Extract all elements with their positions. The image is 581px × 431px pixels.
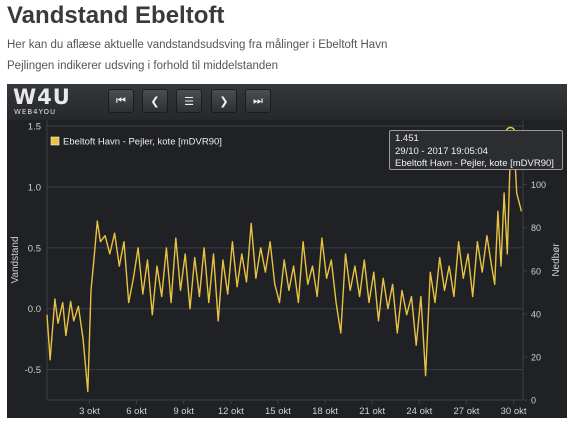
series-line bbox=[46, 131, 523, 393]
table-icon: ☰ bbox=[184, 94, 194, 108]
logo-sub-text: WEB4YOU bbox=[14, 108, 57, 116]
tooltip-value: 1.451 bbox=[395, 133, 419, 144]
legend-swatch bbox=[50, 136, 60, 146]
next-button[interactable]: ❯ bbox=[211, 89, 237, 113]
subtitle-text: Pejlingen indikerer udsving i forhold ti… bbox=[7, 60, 279, 72]
y-tick-label-left: -0.5 bbox=[25, 365, 41, 376]
intro-text: Her kan du aflæse aktuelle vandstandsuds… bbox=[7, 39, 388, 51]
y-tick-label-right: 0 bbox=[531, 396, 536, 406]
x-tick-label: 15 okt bbox=[265, 406, 291, 417]
legend[interactable]: Ebeltoft Havn - Pejler, kote [mDVR90] bbox=[50, 136, 222, 148]
skip-first-icon: ⏮ bbox=[116, 94, 126, 107]
tooltip-series: Ebeltoft Havn - Pejler, kote [mDVR90] bbox=[395, 158, 554, 169]
x-tick-label: 6 okt bbox=[126, 406, 147, 417]
y-tick-label-left: 0.5 bbox=[28, 243, 41, 254]
water-level-chart: 1.51.00.50.0-0.5 120100806040200 3 okt6 … bbox=[10, 120, 562, 417]
y-axis-label-right: Nedbør bbox=[551, 243, 562, 277]
chevron-right-icon: ❯ bbox=[219, 94, 229, 108]
legend-label: Ebeltoft Havn - Pejler, kote [mDVR90] bbox=[63, 137, 222, 148]
x-tick-label: 18 okt bbox=[312, 406, 338, 417]
table-view-button[interactable]: ☰ bbox=[176, 89, 202, 113]
last-button[interactable]: ⏭ bbox=[245, 89, 271, 113]
first-button[interactable]: ⏮ bbox=[108, 89, 134, 113]
y-tick-label-right: 100 bbox=[531, 180, 546, 190]
page-title: Vandstand Ebeltoft bbox=[7, 2, 225, 29]
plot-area[interactable]: 1.51.00.50.0-0.5 120100806040200 3 okt6 … bbox=[7, 120, 567, 418]
y-tick-label-right: 40 bbox=[531, 309, 541, 319]
y-tick-label-right: 80 bbox=[531, 223, 541, 233]
logo-main-text: W4U bbox=[13, 85, 71, 109]
y-tick-label-right: 20 bbox=[531, 352, 541, 362]
x-tick-label: 12 okt bbox=[218, 406, 244, 417]
tooltip-datetime: 29/10 - 2017 19:05:04 bbox=[395, 145, 488, 157]
x-tick-label: 9 okt bbox=[173, 406, 194, 417]
x-tick-label: 30 okt bbox=[501, 406, 527, 417]
y-axis-label-left: Vandstand bbox=[10, 236, 21, 283]
x-tick-label: 3 okt bbox=[79, 406, 100, 417]
chevron-left-icon: ❮ bbox=[150, 94, 160, 108]
chart-toolbar: W4U WEB4YOU ⏮ ❮ ☰ ❯ ⏭ bbox=[7, 84, 567, 120]
data-tooltip: 1.451 29/10 - 2017 19:05:04 Ebeltoft Hav… bbox=[389, 130, 563, 170]
y-tick-label-left: 0.0 bbox=[28, 304, 41, 315]
y-tick-label-left: 1.5 bbox=[28, 122, 41, 133]
skip-last-icon: ⏭ bbox=[253, 94, 263, 107]
web4you-logo: W4U WEB4YOU bbox=[13, 85, 103, 117]
x-tick-label: 27 okt bbox=[454, 406, 480, 417]
chart-widget: W4U WEB4YOU ⏮ ❮ ☰ ❯ ⏭ 1.5 1.0 0.5 0.0 -0.5 1… bbox=[7, 84, 567, 418]
previous-button[interactable]: ❮ bbox=[142, 89, 168, 113]
x-tick-label: 24 okt bbox=[406, 406, 432, 417]
x-tick-label: 21 okt bbox=[359, 406, 385, 417]
y-tick-label-left: 1.0 bbox=[28, 182, 41, 193]
y-tick-label-right: 60 bbox=[531, 266, 541, 276]
